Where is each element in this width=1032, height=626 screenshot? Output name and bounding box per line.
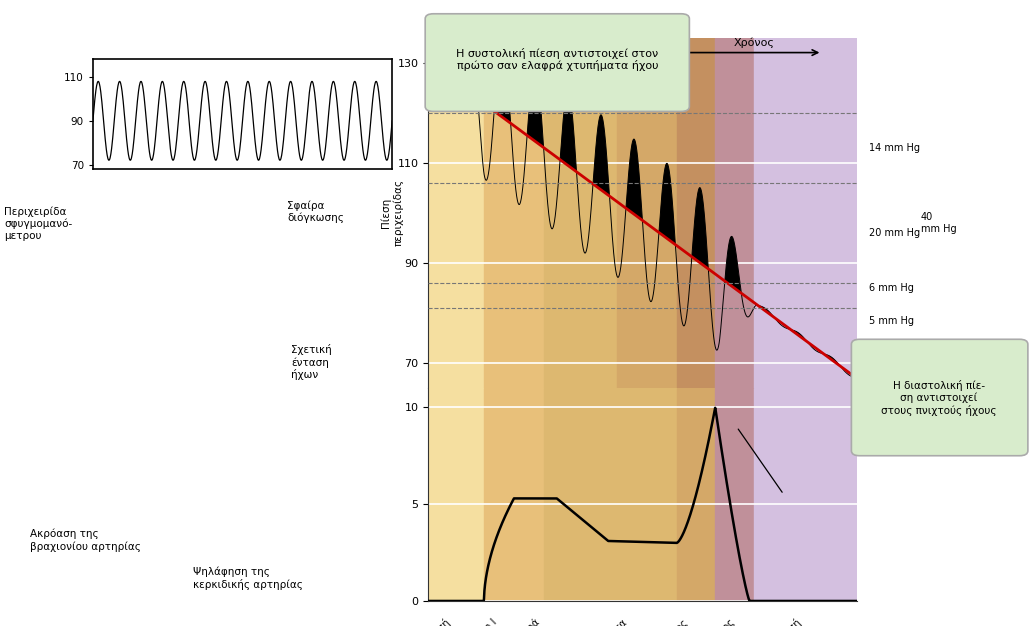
Bar	[484, 38, 544, 388]
Bar	[753, 38, 857, 388]
Bar	[428, 38, 484, 388]
Bar	[677, 388, 715, 601]
Text: 6 mm Hg: 6 mm Hg	[869, 283, 914, 293]
Y-axis label: Πίεση
περιχειρίδας: Πίεση περιχειρίδας	[381, 179, 404, 247]
Bar	[617, 38, 677, 388]
Bar	[715, 38, 753, 388]
Bar	[428, 388, 484, 601]
Text: Ακρόαση της
βραχιονίου αρτηρίας: Ακρόαση της βραχιονίου αρτηρίας	[30, 529, 140, 552]
Text: Πίεση
περιχειρίδας: Πίεση περιχειρίδας	[861, 373, 924, 396]
Text: 5 mm Hg: 5 mm Hg	[869, 316, 914, 326]
Text: 14 mm Hg: 14 mm Hg	[869, 143, 921, 153]
Bar	[753, 388, 857, 601]
Text: Χρόνος: Χρόνος	[734, 37, 774, 48]
Text: Περιχειρίδα
σφυγμομανό-
μετρου: Περιχειρίδα σφυγμομανό- μετρου	[4, 207, 72, 241]
Text: 20 mm Hg: 20 mm Hg	[869, 228, 921, 238]
Text: Ελαφρά
χτυπήματα: Ελαφρά χτυπήματα	[495, 617, 550, 626]
Text: Φυσήματα: Φυσήματα	[586, 617, 630, 626]
Bar	[715, 388, 753, 601]
Text: Σιωπή: Σιωπή	[774, 617, 803, 626]
Text: Ψηλάφηση της
κερκιδικής αρτηρίας: Ψηλάφηση της κερκιδικής αρτηρίας	[193, 567, 302, 590]
Bar	[484, 388, 544, 601]
Text: Γδούπος: Γδούπος	[653, 617, 689, 626]
Bar	[544, 38, 617, 388]
Text: Η συστολική πίεση αντιστοιχεί στον
πρώτο σαν ελαφρά χτυπήματα ήχου: Η συστολική πίεση αντιστοιχεί στον πρώτο…	[456, 48, 658, 71]
Bar	[544, 388, 677, 601]
Text: Φάση I: Φάση I	[469, 617, 498, 626]
Text: Σιωπή: Σιωπή	[423, 617, 452, 626]
Text: Πνιχτός ήχος: Πνιχτός ήχος	[682, 617, 737, 626]
Bar	[677, 38, 715, 388]
Text: Σχετική
ένταση
ήχων: Σχετική ένταση ήχων	[291, 344, 332, 381]
Text: Η διαστολική πίε-
ση αντιστοιχεί
στους πνιχτούς ήχους: Η διαστολική πίε- ση αντιστοιχεί στους π…	[881, 379, 997, 416]
Text: Δεξαμενή
υδραργύρου: Δεξαμενή υδραργύρου	[189, 94, 252, 117]
Text: Σφαίρα
διόγκωσης: Σφαίρα διόγκωσης	[287, 200, 344, 223]
Text: 40
mm Hg: 40 mm Hg	[921, 212, 957, 233]
